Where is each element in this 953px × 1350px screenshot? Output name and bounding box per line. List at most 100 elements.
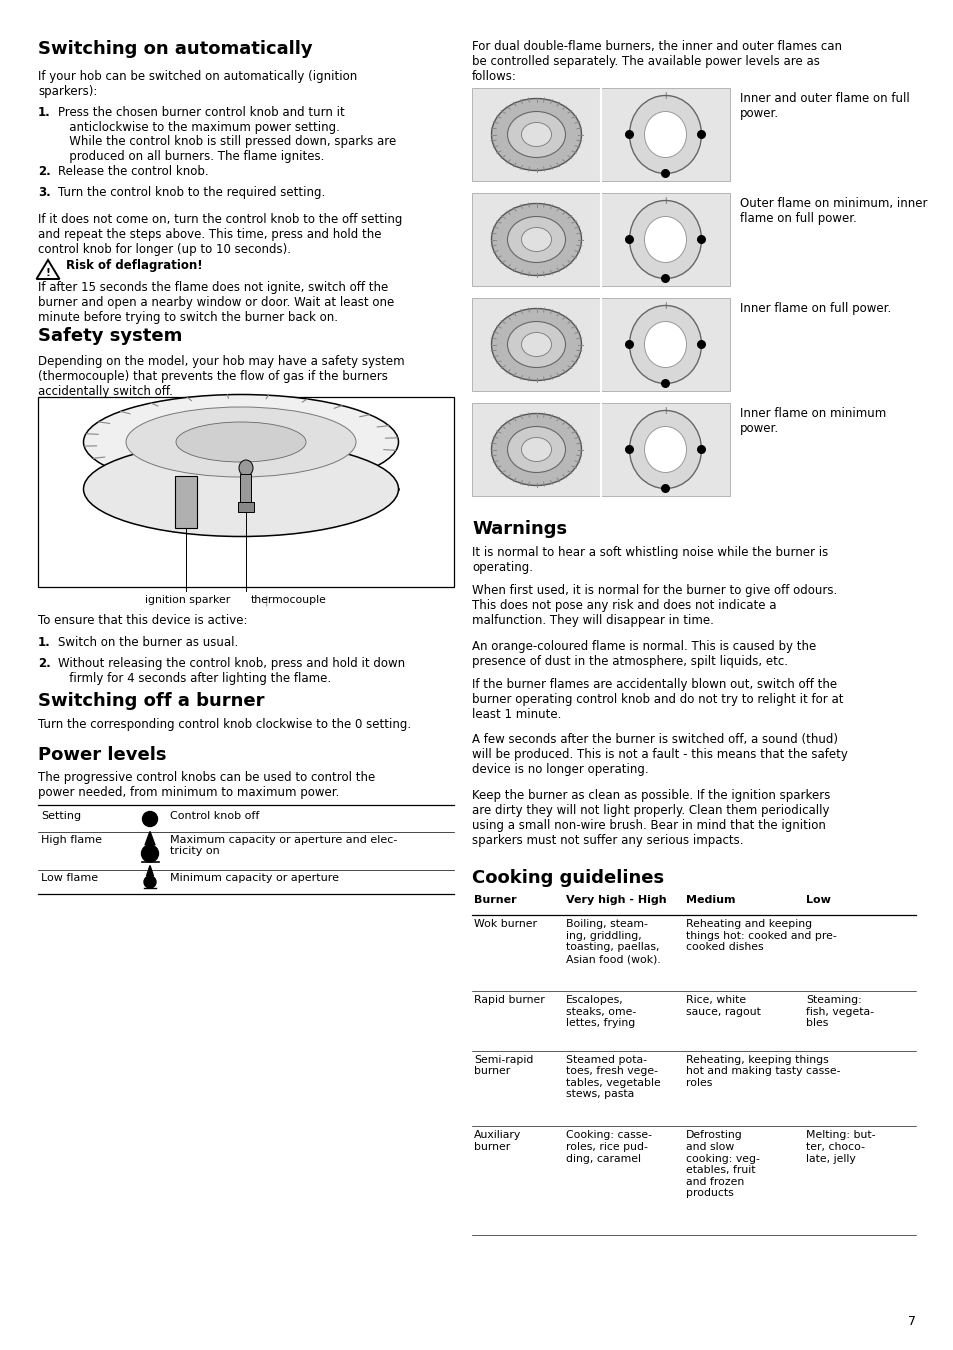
Ellipse shape [491,204,581,275]
Text: Switching on automatically: Switching on automatically [38,40,313,58]
Text: When first used, it is normal for the burner to give off odours.
This does not p: When first used, it is normal for the bu… [472,585,837,628]
Text: Power levels: Power levels [38,747,167,764]
Text: Release the control knob.: Release the control knob. [58,165,209,178]
Ellipse shape [84,441,398,536]
Text: Wok burner: Wok burner [474,919,537,929]
Text: |: | [264,595,268,606]
Text: |: | [663,275,666,282]
Text: Cooking: casse-
roles, rice pud-
ding, caramel: Cooking: casse- roles, rice pud- ding, c… [565,1130,651,1164]
Ellipse shape [644,427,686,472]
Text: |: | [628,446,630,454]
Ellipse shape [644,216,686,262]
Text: Control knob off: Control knob off [170,810,259,821]
Bar [472,88,729,181]
Text: Boiling, steam-
ing, griddling,
toasting, paellas,
Asian food (wok).: Boiling, steam- ing, griddling, toasting… [565,919,660,964]
Circle shape [697,131,704,138]
Text: Steamed pota-
toes, fresh vege-
tables, vegetable
stews, pasta: Steamed pota- toes, fresh vege- tables, … [565,1054,660,1099]
Text: Maximum capacity or aperture and elec-
tricity on: Maximum capacity or aperture and elec- t… [170,834,397,856]
Polygon shape [147,865,153,876]
Text: Press the chosen burner control knob and turn it
   anticlockwise to the maximum: Press the chosen burner control knob and… [58,107,344,134]
Ellipse shape [521,123,551,147]
Text: Low: Low [805,895,830,906]
Ellipse shape [126,406,355,477]
Bar [237,502,253,512]
Text: Very high - High: Very high - High [565,895,666,906]
Text: Outer flame on minimum, inner
flame on full power.: Outer flame on minimum, inner flame on f… [740,197,926,225]
Text: |: | [700,342,702,348]
Text: Inner flame on minimum
power.: Inner flame on minimum power. [740,406,885,435]
Circle shape [661,274,669,282]
Ellipse shape [491,413,581,486]
Text: !: ! [46,267,51,278]
Text: 1.: 1. [38,636,51,649]
Ellipse shape [491,99,581,170]
Text: |: | [663,379,666,387]
Text: 1.: 1. [38,107,51,119]
Text: If the burner flames are accidentally blown out, switch off the
burner operating: If the burner flames are accidentally bl… [472,678,842,721]
Ellipse shape [507,427,565,472]
Circle shape [661,379,669,387]
Text: An orange-coloured flame is normal. This is caused by the
presence of dust in th: An orange-coloured flame is normal. This… [472,640,816,668]
Text: |: | [700,236,702,243]
Text: The progressive control knobs can be used to control the
power needed, from mini: The progressive control knobs can be use… [38,771,375,799]
Circle shape [625,340,633,348]
Text: Steaming:
fish, vegeta-
bles: Steaming: fish, vegeta- bles [805,995,873,1029]
Text: Switching off a burner: Switching off a burner [38,693,264,710]
Polygon shape [145,832,154,845]
Text: A few seconds after the burner is switched off, a sound (thud)
will be produced.: A few seconds after the burner is switch… [472,733,847,776]
Circle shape [625,446,633,454]
Text: Safety system: Safety system [38,327,182,346]
Circle shape [697,446,704,454]
Ellipse shape [629,96,700,174]
Text: |: | [700,446,702,454]
Ellipse shape [629,201,700,278]
Text: |: | [663,485,666,491]
Ellipse shape [507,321,565,367]
Bar [174,477,196,528]
Ellipse shape [84,394,398,490]
Text: Burner: Burner [474,895,517,906]
Text: It is normal to hear a soft whistling noise while the burner is
operating.: It is normal to hear a soft whistling no… [472,545,827,574]
Text: 3.: 3. [38,186,51,198]
Text: High flame: High flame [41,834,102,845]
Bar [472,404,729,495]
Circle shape [697,236,704,243]
Text: Setting: Setting [41,810,81,821]
Text: |: | [628,236,630,243]
Text: |: | [663,406,666,414]
Ellipse shape [175,423,306,462]
Text: 7: 7 [907,1315,915,1328]
Text: |: | [663,170,666,177]
Text: thermocouple: thermocouple [251,595,327,605]
Text: |: | [663,302,666,309]
Text: While the control knob is still pressed down, sparks are
   produced on all burn: While the control knob is still pressed … [58,135,395,163]
Text: Low flame: Low flame [41,872,98,883]
Text: To ensure that this device is active:: To ensure that this device is active: [38,614,247,626]
Text: Reheating, keeping things
hot and making tasty casse-
roles: Reheating, keeping things hot and making… [685,1054,840,1088]
Text: Auxiliary
burner: Auxiliary burner [474,1130,520,1152]
Text: Rapid burner: Rapid burner [474,995,544,1004]
Text: |: | [663,92,666,99]
Text: Turn the control knob to the required setting.: Turn the control knob to the required se… [58,186,325,198]
Circle shape [697,340,704,348]
Ellipse shape [644,321,686,367]
Bar [38,397,454,587]
Ellipse shape [491,309,581,381]
Text: Turn the corresponding control knob clockwise to the 0 setting.: Turn the corresponding control knob cloc… [38,718,411,730]
Text: For dual double-flame burners, the inner and outer flames can
be controlled sepa: For dual double-flame burners, the inner… [472,40,841,82]
Text: Minimum capacity or aperture: Minimum capacity or aperture [170,872,338,883]
Text: |: | [628,342,630,348]
Text: Without releasing the control knob, press and hold it down
   firmly for 4 secon: Without releasing the control knob, pres… [58,657,405,684]
Circle shape [661,485,669,493]
Text: Keep the burner as clean as possible. If the ignition sparkers
are dirty they wi: Keep the burner as clean as possible. If… [472,788,829,846]
Text: Escalopes,
steaks, ome-
lettes, frying: Escalopes, steaks, ome- lettes, frying [565,995,636,1029]
Ellipse shape [521,228,551,251]
Text: |: | [628,131,630,138]
Ellipse shape [629,305,700,383]
Text: |: | [700,131,702,138]
Ellipse shape [644,112,686,158]
Bar [472,298,729,392]
Text: Switch on the burner as usual.: Switch on the burner as usual. [58,636,238,649]
Text: Inner flame on full power.: Inner flame on full power. [740,302,890,315]
Bar [472,193,729,286]
